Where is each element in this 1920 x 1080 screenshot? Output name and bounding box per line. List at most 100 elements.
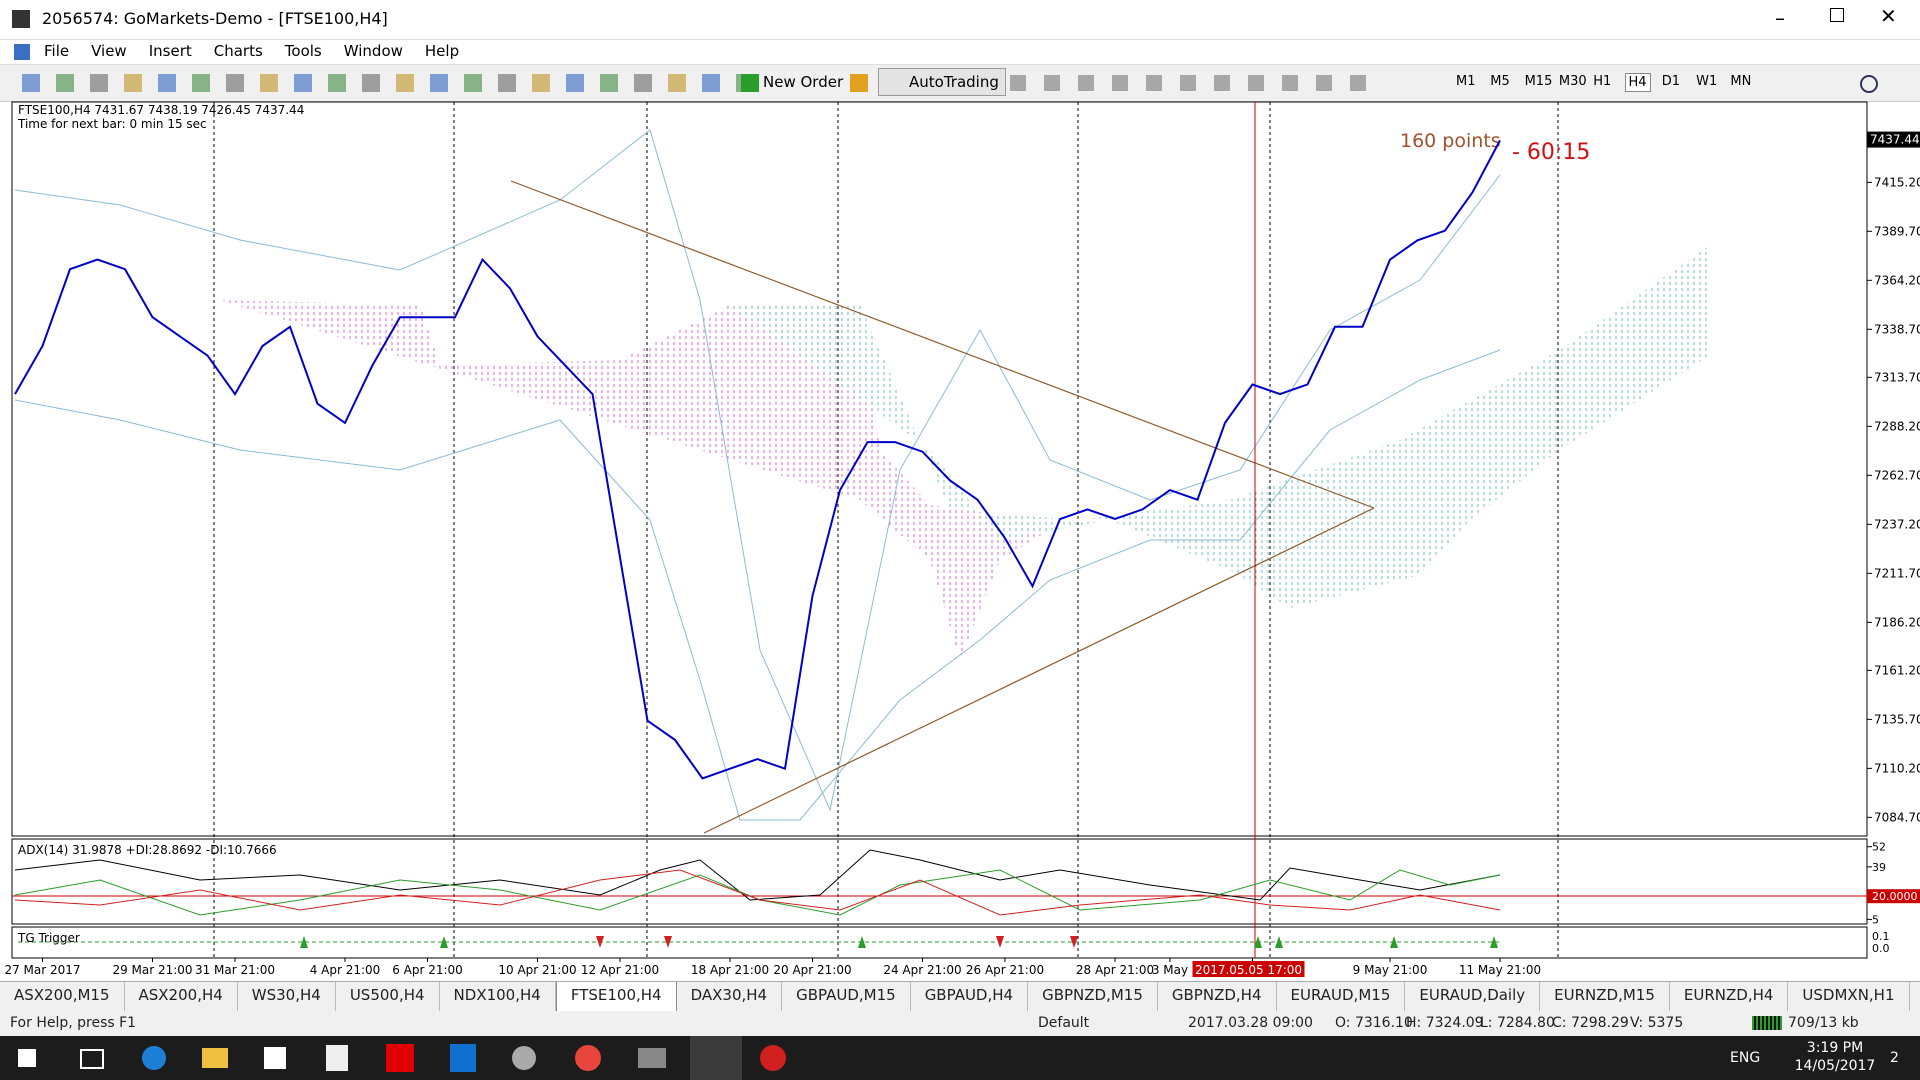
tool-icon[interactable] <box>226 74 244 92</box>
chart-tab[interactable]: WS30,H4 <box>238 982 336 1012</box>
current-price-tag <box>1867 131 1920 148</box>
minimize[interactable]: – <box>1775 6 1785 30</box>
tool-icon[interactable] <box>1146 75 1162 91</box>
y-tick-label: 7110.20 <box>1874 761 1920 775</box>
menu-item[interactable]: File <box>44 42 70 60</box>
start-button[interactable] <box>18 1049 36 1067</box>
x-tick-label: 28 Apr 21:00 <box>1076 963 1154 977</box>
chart-tab[interactable]: US500,H4 <box>336 982 440 1012</box>
chrome-icon[interactable] <box>575 1045 601 1071</box>
bollinger-bands <box>14 129 1501 821</box>
maximize[interactable] <box>1830 8 1844 22</box>
tool-icon[interactable] <box>1350 75 1366 91</box>
tool-icon[interactable] <box>1078 75 1094 91</box>
chart-tab[interactable]: USDMXN,H1 <box>1788 982 1910 1012</box>
tool-icon[interactable] <box>158 74 176 92</box>
timeframe[interactable]: D1 <box>1661 74 1681 89</box>
chart-tab[interactable]: GBPAUD,H4 <box>911 982 1029 1012</box>
chart-tab[interactable]: EURAUD,M15 <box>1277 982 1406 1012</box>
menu-item[interactable]: Window <box>343 42 403 60</box>
store-icon[interactable] <box>264 1047 286 1069</box>
tool-icon[interactable] <box>1010 75 1026 91</box>
timeframe[interactable]: H4 <box>1624 73 1651 92</box>
chart-tab[interactable]: NDX100,H4 <box>440 982 556 1012</box>
timeframe[interactable]: MN <box>1730 74 1752 89</box>
chart-tab[interactable]: GBPNZD,H4 <box>1158 982 1277 1012</box>
calculator-icon[interactable] <box>326 1045 348 1071</box>
tool-icon[interactable] <box>56 74 74 92</box>
tool-icon[interactable] <box>600 74 618 92</box>
tool-icon[interactable] <box>1316 75 1332 91</box>
task-view[interactable] <box>80 1049 104 1069</box>
chart-tab[interactable]: ASX200,H4 <box>125 982 238 1012</box>
tool-icon[interactable] <box>90 74 108 92</box>
status-field: C: 7298.29 <box>1552 1015 1629 1031</box>
adx-lines <box>14 849 1501 916</box>
tool-icon[interactable] <box>396 74 414 92</box>
tool-icon[interactable] <box>1044 75 1060 91</box>
clock-date[interactable]: 14/05/2017 <box>1794 1058 1876 1074</box>
tool-icon[interactable] <box>22 74 40 92</box>
timeframe[interactable]: M1 <box>1456 74 1476 89</box>
tool-icon[interactable] <box>566 74 584 92</box>
toolbar-button[interactable]: AutoTrading <box>878 68 1006 96</box>
timeframe[interactable]: W1 <box>1696 74 1718 89</box>
tool-icon[interactable] <box>124 74 142 92</box>
app-icon[interactable] <box>450 1044 476 1072</box>
chart-tab[interactable]: EURNZD,M15 <box>1540 982 1670 1012</box>
tool-icon[interactable] <box>328 74 346 92</box>
close[interactable]: ✕ <box>1880 4 1897 28</box>
app-icon[interactable] <box>638 1048 666 1068</box>
menu-icon <box>14 44 30 60</box>
timeframe[interactable]: M30 <box>1558 74 1587 89</box>
tool-icon[interactable] <box>1112 75 1128 91</box>
chart-tab[interactable]: EURAUD,Daily <box>1405 982 1541 1012</box>
tool-icon[interactable] <box>464 74 482 92</box>
language[interactable]: ENG <box>1730 1050 1761 1066</box>
tool-icon[interactable] <box>1180 75 1196 91</box>
edge-icon[interactable] <box>142 1046 166 1070</box>
title-bar: 2056574: GoMarkets-Demo - [FTSE100,H4] –… <box>0 0 1920 40</box>
tool-icon[interactable] <box>1214 75 1230 91</box>
notifications[interactable]: 2 <box>1890 1050 1899 1066</box>
tool-icon[interactable] <box>1282 75 1298 91</box>
y-tick-label: 7389.70 <box>1874 224 1920 238</box>
app-icon[interactable] <box>386 1044 414 1072</box>
search-icon[interactable] <box>1860 75 1878 93</box>
tool-icon[interactable] <box>294 74 312 92</box>
timeframe[interactable]: M15 <box>1524 74 1553 89</box>
toolbar-button[interactable]: New Order <box>763 73 844 91</box>
mt4-icon[interactable] <box>690 1036 742 1080</box>
clock-time[interactable]: 3:19 PM <box>1806 1040 1864 1056</box>
app-icon[interactable] <box>512 1046 536 1070</box>
tool-icon[interactable] <box>702 74 720 92</box>
chart-tab[interactable]: ASX200,M15 <box>0 982 125 1012</box>
menu-item[interactable]: Tools <box>284 42 322 60</box>
tool-icon[interactable] <box>532 74 550 92</box>
chart-tab[interactable]: GBPNZD,M15 <box>1028 982 1158 1012</box>
tool-icon[interactable] <box>668 74 686 92</box>
timeframe[interactable]: H1 <box>1593 74 1612 89</box>
tool-icon[interactable] <box>741 74 759 92</box>
tool-icon[interactable] <box>850 74 868 92</box>
chart-tab[interactable]: EURNZD,H4 <box>1670 982 1789 1012</box>
menu-item[interactable]: Help <box>424 42 460 60</box>
explorer-icon[interactable] <box>202 1048 228 1068</box>
chart-tab[interactable]: GBPAUD,M15 <box>782 982 911 1012</box>
timeframe[interactable]: M5 <box>1490 74 1510 89</box>
toolbar: New Order AutoTrading M1 M5 M15 M30 H1 H4 D1 W1 MN <box>0 64 1920 102</box>
tool-icon[interactable] <box>498 74 516 92</box>
tool-icon[interactable] <box>260 74 278 92</box>
menu-item[interactable]: Charts <box>213 42 263 60</box>
chart-tab[interactable]: FTSE100,H4 <box>555 982 677 1012</box>
tool-icon[interactable] <box>634 74 652 92</box>
menu-item[interactable]: Insert <box>148 42 192 60</box>
tool-icon[interactable] <box>430 74 448 92</box>
menu-item[interactable]: View <box>91 42 127 60</box>
app-icon[interactable] <box>760 1045 786 1071</box>
tool-icon[interactable] <box>1248 75 1264 91</box>
tool-icon[interactable] <box>192 74 210 92</box>
chart-tab[interactable]: USDMXN,H4 <box>1910 982 1920 1012</box>
tool-icon[interactable] <box>362 74 380 92</box>
chart-tab[interactable]: DAX30,H4 <box>677 982 783 1012</box>
